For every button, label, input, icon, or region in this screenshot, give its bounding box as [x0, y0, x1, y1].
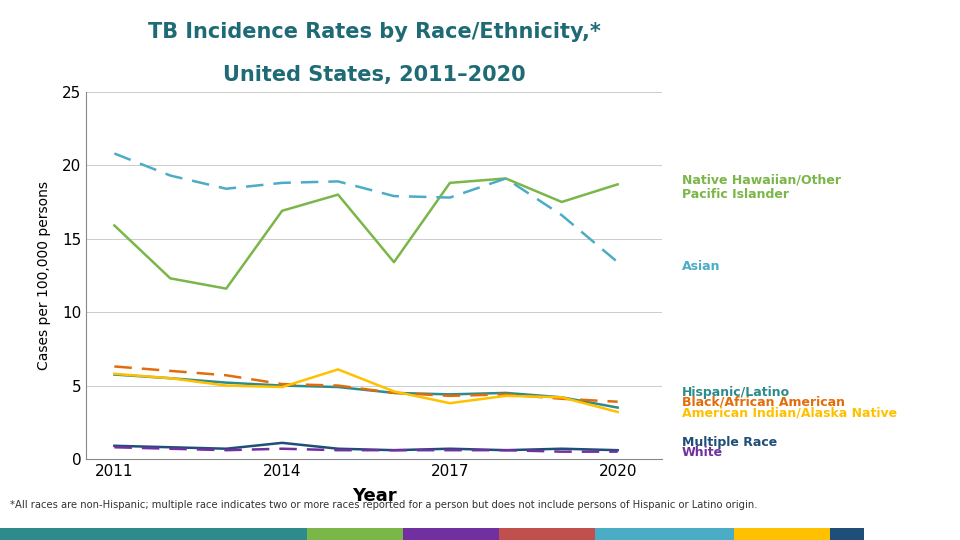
Text: United States, 2011–2020: United States, 2011–2020: [223, 65, 526, 85]
Text: Black/African American: Black/African American: [682, 396, 845, 409]
X-axis label: Year: Year: [352, 487, 396, 505]
Text: Hispanic/Latino: Hispanic/Latino: [682, 386, 790, 399]
Text: White: White: [682, 446, 723, 459]
Text: Native Hawaiian/Other
Pacific Islander: Native Hawaiian/Other Pacific Islander: [682, 173, 841, 201]
Text: American Indian/Alaska Native: American Indian/Alaska Native: [682, 406, 897, 419]
Text: Multiple Race: Multiple Race: [682, 436, 777, 449]
Text: TB Incidence Rates by Race/Ethnicity,*: TB Incidence Rates by Race/Ethnicity,*: [148, 22, 601, 42]
Text: Asian: Asian: [682, 260, 720, 273]
Y-axis label: Cases per 100,000 persons: Cases per 100,000 persons: [37, 181, 51, 370]
Text: *All races are non-Hispanic; multiple race indicates two or more races reported : *All races are non-Hispanic; multiple ra…: [10, 500, 757, 510]
